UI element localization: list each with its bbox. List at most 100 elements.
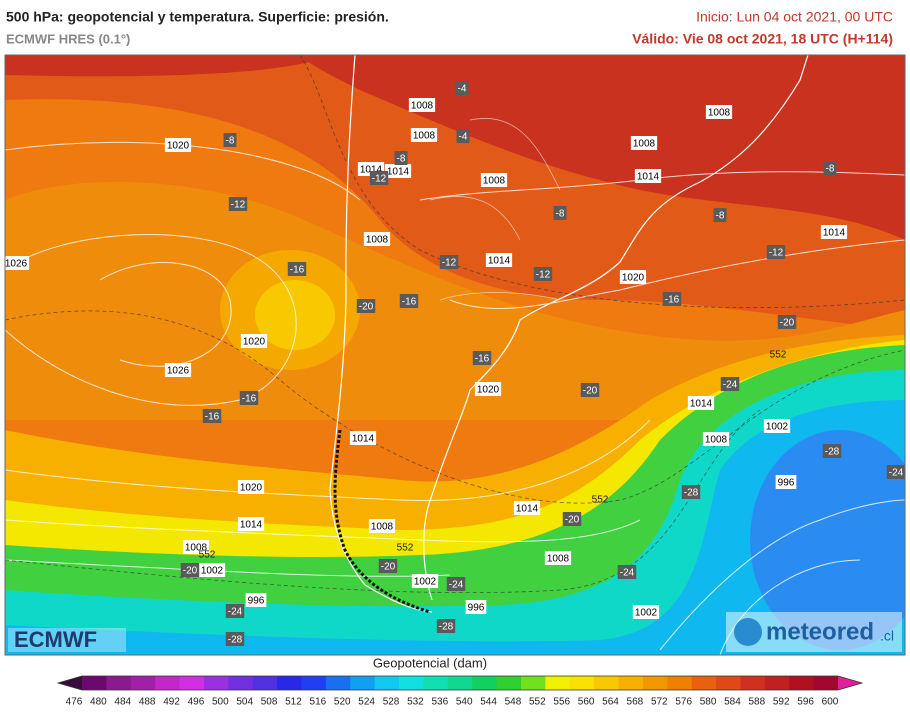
isobar-label: 996 [245, 593, 267, 607]
colorbar-swatch [813, 676, 839, 690]
colorbar-tick-label: 488 [139, 697, 156, 708]
colorbar-tick-label: 528 [383, 697, 400, 708]
temperature-label-text: -20 [183, 566, 198, 577]
colorbar-swatch [252, 676, 278, 690]
init-time: Inicio: Lun 04 oct 2021, 00 UTC [696, 9, 893, 25]
geopotential-label: 552 [199, 550, 216, 561]
isobar-label: 1014 [384, 164, 412, 178]
isobar-label-box [237, 480, 265, 494]
temperature-label: -16 [239, 391, 259, 405]
colorbar-tick-label: 580 [700, 697, 717, 708]
colorbar-tick-label: 476 [66, 697, 83, 708]
isobar-label-box [465, 600, 487, 614]
temperature-label: -20 [356, 299, 376, 313]
temperature-label: -20 [777, 315, 797, 329]
temperature-label-text: -16 [242, 394, 257, 405]
isobar-label: 1002 [763, 419, 791, 433]
isobar-label: 1014 [513, 501, 541, 515]
temperature-label-box [228, 197, 248, 211]
temperature-label: -20 [180, 563, 200, 577]
isobar-label-box [410, 128, 438, 142]
isobar-label-box [634, 169, 662, 183]
temperature-label-box [399, 294, 419, 308]
isobar-label-text: 996 [468, 603, 485, 614]
colorbar-swatch [228, 676, 254, 690]
temperature-label-text: -24 [228, 607, 243, 618]
temperature-label-box [766, 245, 786, 259]
isobar-label-box [775, 475, 797, 489]
colorbar-tick-label: 588 [748, 697, 765, 708]
temperature-label-text: -8 [397, 154, 406, 165]
isobar-label-text: 1008 [708, 108, 731, 119]
colorbar-tick-label: 536 [431, 697, 448, 708]
temperature-label-box [202, 409, 222, 423]
colorbar-tick-label: 500 [212, 697, 229, 708]
colorbar-tick-label: 600 [822, 697, 839, 708]
temperature-label: -20 [378, 559, 398, 573]
isobar-label-text: 1008 [185, 543, 208, 554]
temperature-label: -24 [617, 565, 637, 579]
temperature-label-text: -28 [825, 447, 840, 458]
meteored-logo-suffix: .cl [880, 628, 894, 644]
isobar-label-box [630, 136, 658, 150]
temperature-label-box [533, 267, 553, 281]
colorbar-swatch [399, 676, 424, 690]
colorbar-swatch [496, 676, 522, 690]
isobar-label: 1008 [408, 98, 436, 112]
temperature-label: -28 [822, 444, 842, 458]
colorbar-swatch [691, 676, 717, 690]
colorbar: 476 480 484 488 492 496 500 504 508 512 516 520 524 5… [56, 675, 864, 708]
temperature-label-text: -24 [620, 568, 635, 579]
colorbar-swatch [789, 676, 815, 690]
isobar-label-text: 1014 [360, 165, 383, 176]
map-frame [4, 54, 906, 656]
colorbar-swatch [423, 676, 449, 690]
isobar-label: 1014 [687, 396, 715, 410]
isobar-label-box [485, 253, 513, 267]
isobar-label: 1014 [634, 169, 662, 183]
colorbar-tick-label: 532 [407, 697, 424, 708]
isobar-label-box [5, 256, 30, 270]
colorbar-swatch [472, 676, 498, 690]
isobar-label-box [349, 431, 377, 445]
colorbar-tick-label: 524 [358, 697, 375, 708]
isobar-label-text: 1008 [371, 522, 394, 533]
isobar-label: 1020 [237, 480, 265, 494]
colorbar-extend-high [838, 676, 862, 690]
isobar-label-text: 1014 [488, 256, 511, 267]
isobar-label-text: 1008 [547, 554, 570, 565]
temperature-label-text: -20 [381, 562, 396, 573]
temperature-label-box [823, 161, 837, 175]
temperature-label-text: -20 [583, 386, 598, 397]
temperature-label-box [553, 206, 567, 220]
temperature-label-text: -16 [290, 265, 305, 276]
colorbar-tick-label: 576 [675, 697, 692, 708]
temperature-label-box [822, 444, 842, 458]
colorbar-swatch [667, 676, 693, 690]
isobar-label-text: 1014 [352, 434, 375, 445]
temperature-label-box [436, 619, 456, 633]
temperature-label-box [617, 565, 637, 579]
isobar-label-box [240, 334, 268, 348]
temperature-label-text: -4 [459, 132, 468, 143]
isobar-label-box [820, 225, 848, 239]
temperature-label-text: -16 [402, 297, 417, 308]
colorbar-outline [56, 675, 864, 691]
isobar-label: 1014 [349, 431, 377, 445]
colorbar-tick-label: 540 [456, 697, 473, 708]
isobar-label-text: 996 [778, 478, 795, 489]
temperature-label-box [287, 262, 307, 276]
isobar-label: 1008 [363, 232, 391, 246]
isobar-label-text: 1020 [622, 273, 645, 284]
isobar-label: 1014 [485, 253, 513, 267]
temperature-label-text: -28 [228, 635, 243, 646]
temperature-label-box [225, 632, 245, 646]
isobar-label: 1026 [5, 256, 30, 270]
temperature-label-box [456, 129, 470, 143]
temperature-label-text: -24 [449, 580, 464, 591]
temperature-label-text: -8 [826, 164, 835, 175]
colorbar-swatch [203, 676, 229, 690]
colorbar-tick-label: 552 [529, 697, 546, 708]
colorbar-swatch [130, 676, 156, 690]
